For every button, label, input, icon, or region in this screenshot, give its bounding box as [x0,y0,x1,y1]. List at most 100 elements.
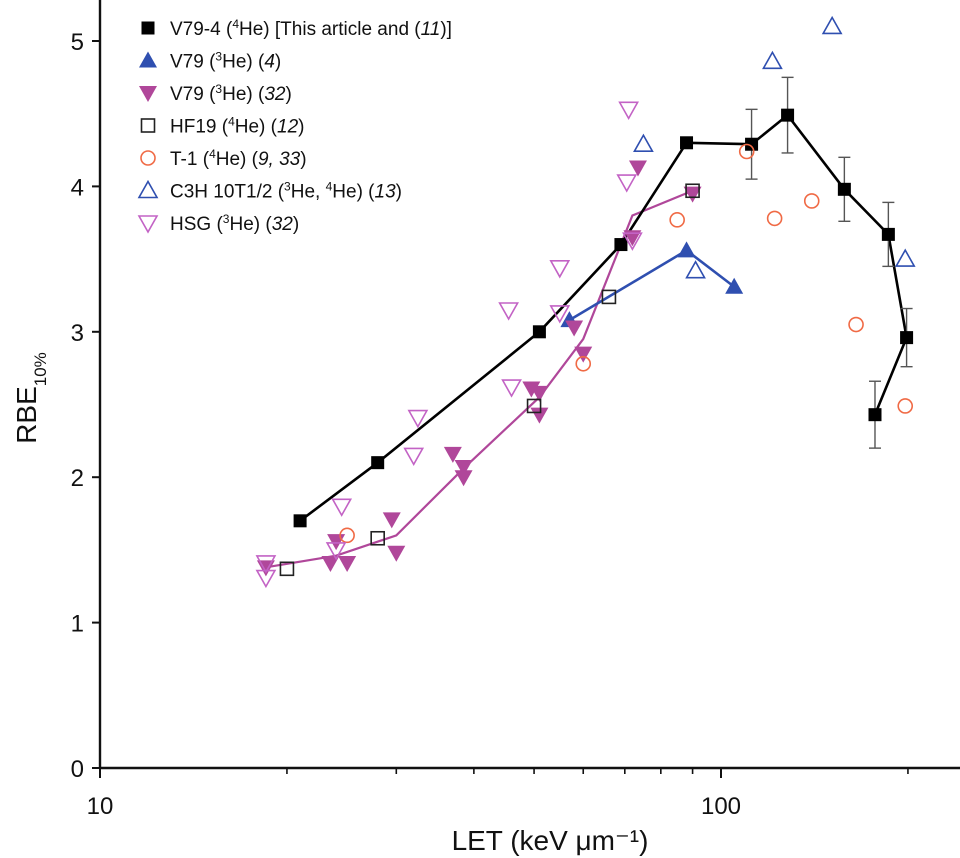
series-4-point [601,289,617,305]
legend-text-segment: V79 ( [170,84,216,105]
data-points [255,15,916,589]
legend-text-segment: He) [This article and ( [239,19,421,40]
series-5-point [803,193,820,209]
legend-text-segment: C3H 10T1/2 ( [170,182,285,203]
y-tick-label: 0 [71,756,84,783]
series-7-point [618,101,639,120]
legend-text-segment: HF19 ( [170,117,229,138]
legend-text-segment: ) [285,84,291,105]
legend-text-segment: 3 [284,180,291,194]
legend-text-segment: V79-4 ( [170,19,233,40]
x-tick-label: 100 [701,793,741,820]
legend-text-segment: 13 [375,182,397,203]
series-lines [299,113,908,522]
legend: V79-4 (4He) [This article and (11)]V79 (… [137,17,452,235]
series-3-point [683,186,702,203]
series-6-point [685,260,706,279]
y-axis-title: RBE10% [11,352,50,444]
series-3-point [574,346,593,363]
series-3-point [522,381,541,398]
legend-marker-5 [140,150,156,166]
series-3-point [454,460,473,477]
series-1-point [868,408,882,422]
legend-text-segment: 3 [223,212,230,226]
series-3-point [454,470,473,487]
series-3-point [623,230,642,247]
series-7-point [255,555,277,574]
legend-marker-4 [140,118,156,133]
series-7-point [498,302,519,321]
legend-text-segment: HSG ( [170,214,223,235]
series-3-point [382,512,401,529]
legend-marker-6 [137,179,159,199]
series-3-point [338,555,357,572]
series-1-point [881,227,895,241]
legend-label-1: V79-4 (4He) [This article and (11)] [170,17,452,40]
legend-text-segment: 12 [277,117,299,138]
series-1-point [371,456,385,470]
series-5-point [575,355,592,372]
series-5-point [766,210,783,227]
y-tick-label: 5 [71,29,84,56]
legend-text-segment: )] [440,19,452,40]
series-7-point [616,174,638,193]
series-2-point [677,241,696,258]
x-axis-title: LET (keV μm⁻¹) [452,825,649,856]
legend-text-segment: 4 [264,52,275,73]
legend-text-segment: ) [396,182,402,203]
legend-text-segment: He) ( [229,214,272,235]
series-6-point [762,50,783,70]
series-7-point [255,569,277,589]
x-tick-label: 10 [87,793,114,820]
legend-text-segment: He, [291,182,326,203]
series-3-point [530,407,549,424]
legend-text-segment: ) [293,214,299,235]
legend-text-segment: 11 [421,19,441,40]
series-1-point [293,514,307,528]
legend-text-segment: He) ( [332,182,375,203]
series-6-point [821,15,843,35]
legend-label-3: V79 (3He) (32) [170,82,292,105]
series-2-point [725,277,744,294]
legend-text-segment: He) ( [222,52,265,73]
y-tick-label: 1 [71,611,84,638]
legend-marker-3 [139,86,157,102]
series-3-point [628,160,647,177]
legend-text-segment: 9, 33 [258,149,301,170]
series-1-point [900,331,914,345]
legend-text-segment: 32 [264,84,286,105]
series-4-point [279,561,295,577]
legend-text-segment: V79 ( [170,52,216,73]
y-axis-title-main: RBE [11,386,42,444]
legend-text-segment: 4 [232,17,239,31]
y-tick-label: 2 [71,465,84,492]
legend-text-segment: ) [300,149,306,170]
series-4-point [526,398,542,414]
series-6-point [633,133,654,153]
series-1-point [781,108,795,122]
legend-text-segment: He) ( [222,84,265,105]
series-3-point [530,385,549,402]
legend-text-segment: ) [275,52,281,73]
series-7-point [407,409,429,429]
legend-text-segment: 32 [272,214,294,235]
legend-text-segment: He) ( [216,149,259,170]
series-4-point [370,530,385,546]
series-1-point [837,182,851,196]
series-5-point [339,527,355,544]
series-7-point [549,260,571,279]
series-1-point [614,238,628,252]
legend-text-segment: T-1 ( [170,149,210,170]
series-3-point [387,545,406,562]
series-1-line [299,113,908,522]
legend-text-segment: He) ( [235,117,278,138]
error-bars [745,76,913,449]
legend-marker-7 [137,215,159,234]
y-tick-label: 3 [71,320,84,347]
series-7-point [331,498,353,517]
series-7-point [549,305,571,324]
legend-text-segment: 4 [228,115,235,129]
legend-label-4: HF19 (4He) (12) [170,115,304,138]
